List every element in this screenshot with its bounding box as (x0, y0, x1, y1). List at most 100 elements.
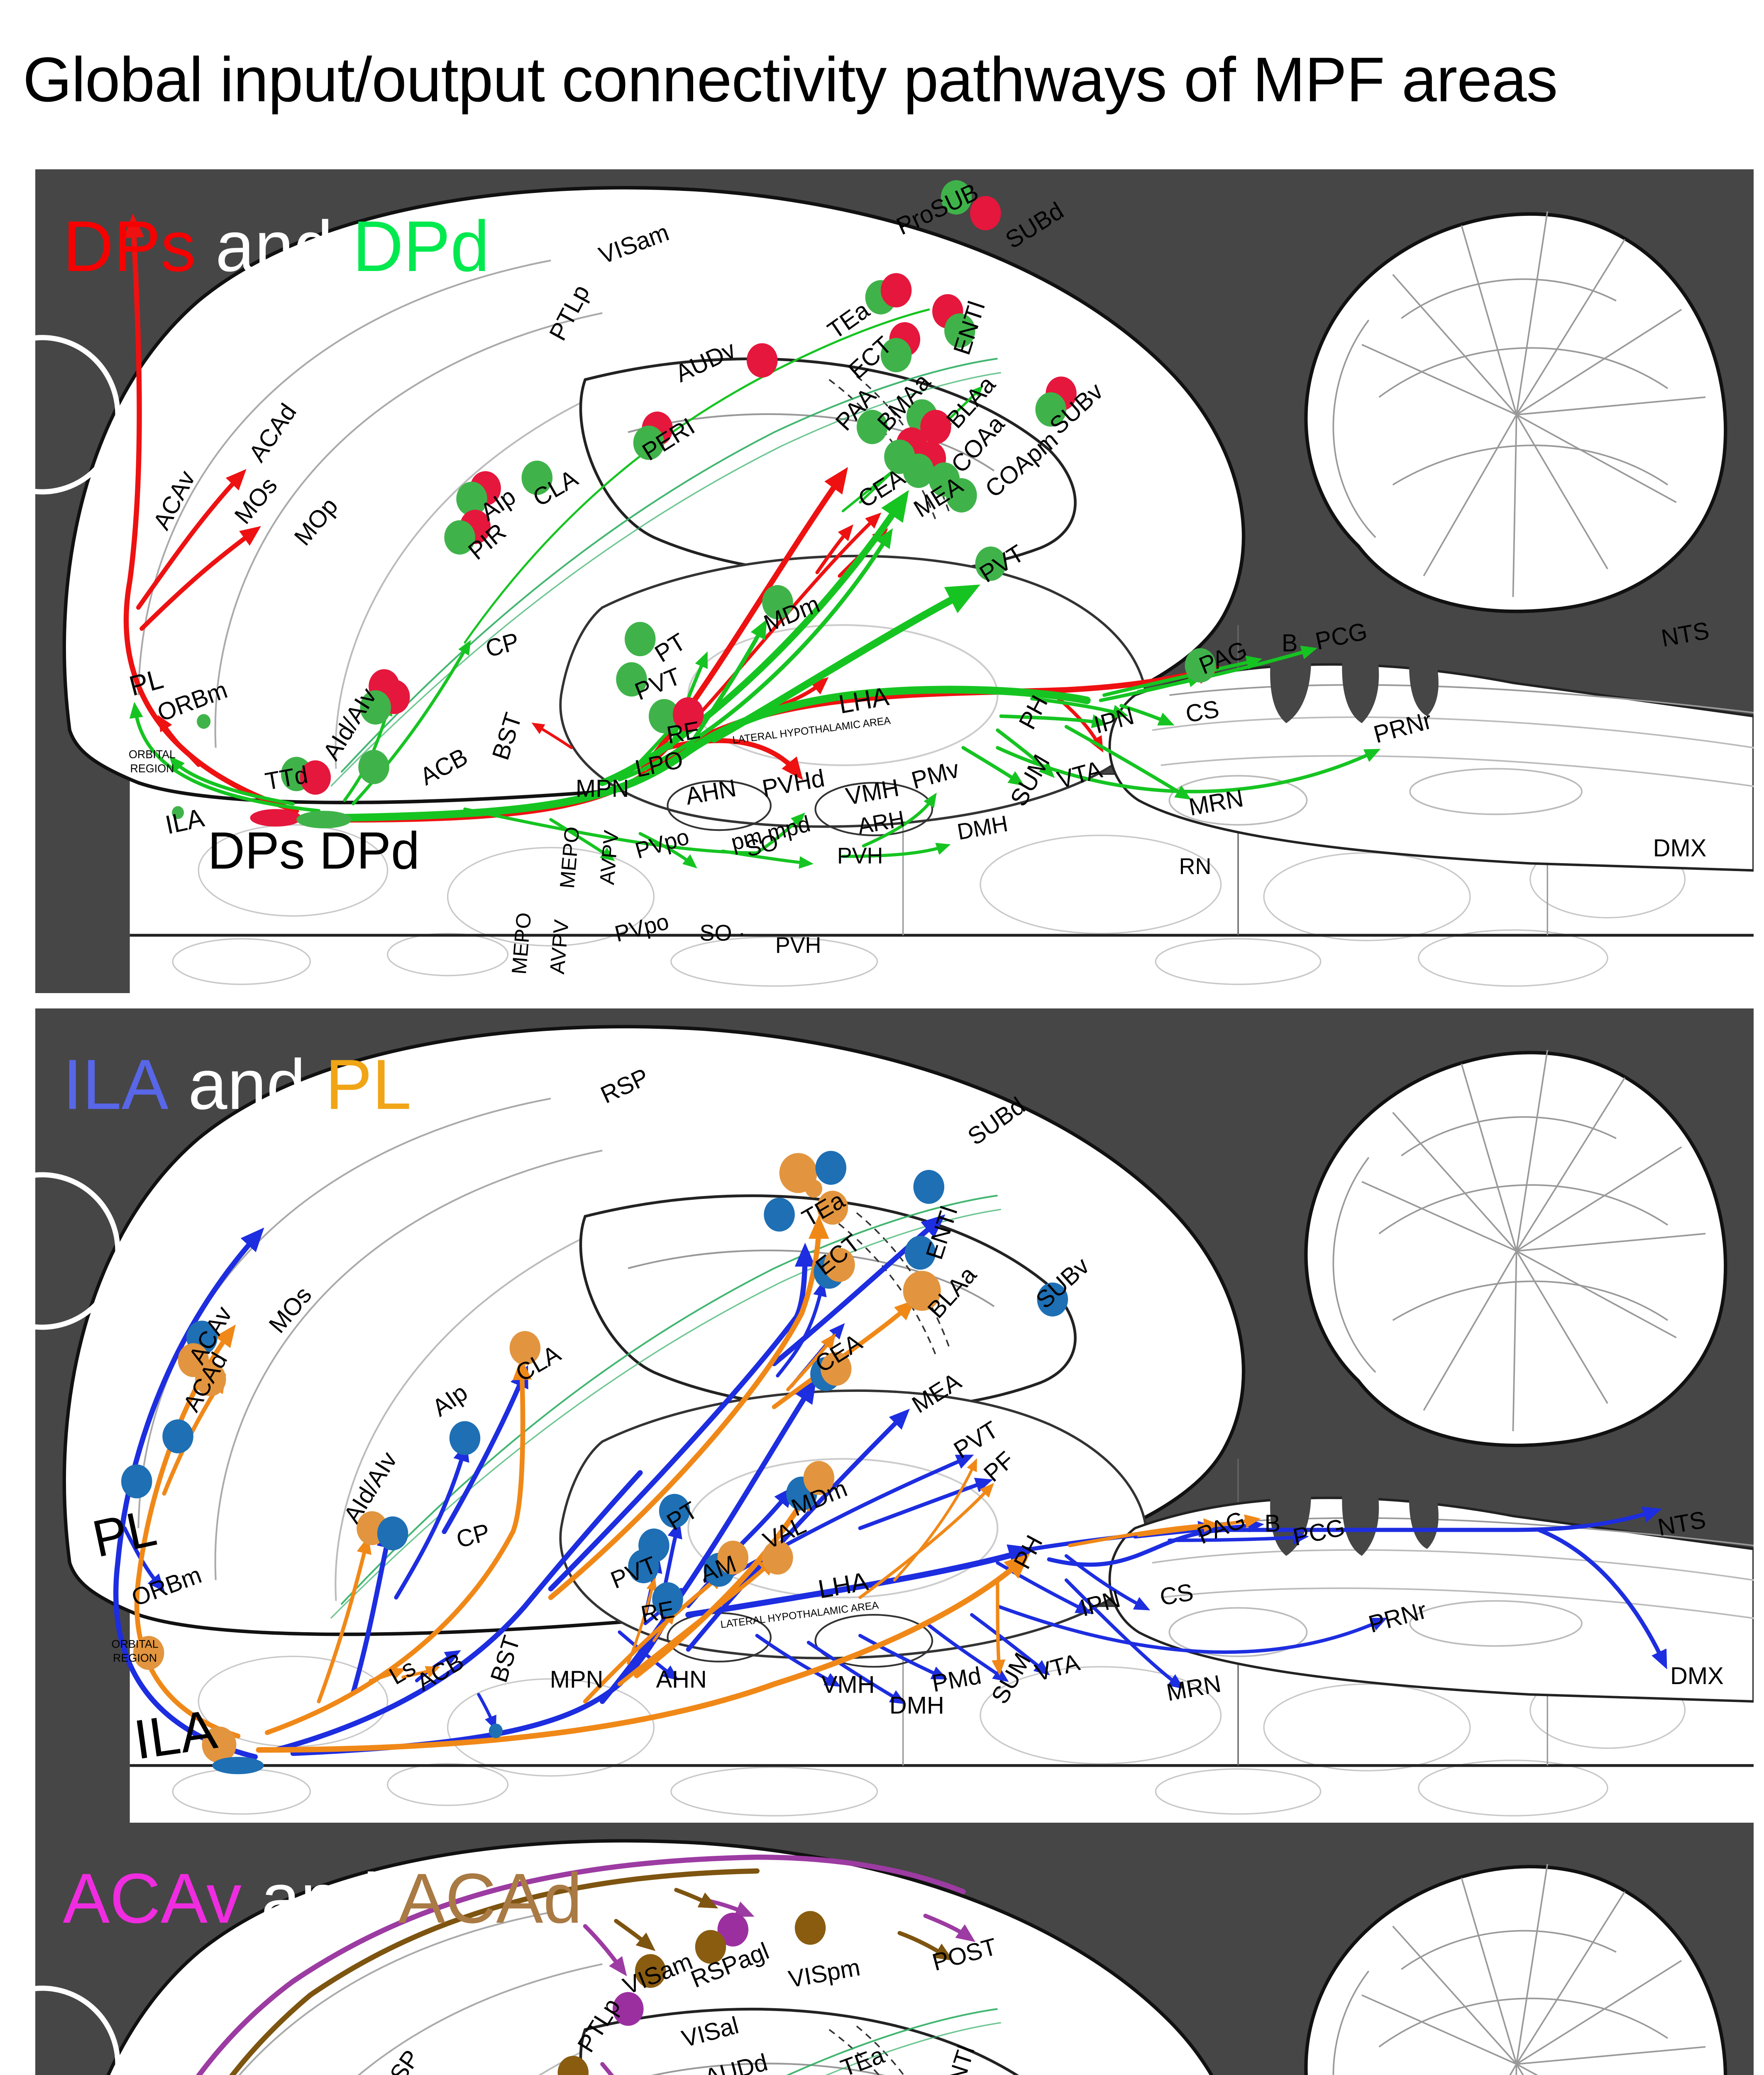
region-label-b: B (1264, 1510, 1280, 1537)
projection-dot (121, 1464, 152, 1499)
region-label-cs: CS (1158, 1578, 1195, 1611)
projection-dot (648, 699, 680, 734)
projection-dot (628, 1549, 659, 1584)
projection-dots (172, 180, 1216, 828)
pathway-arrow (229, 1868, 760, 2075)
region-label-orbital: ORBITAL (129, 748, 176, 761)
projection-dot (764, 1197, 795, 1232)
brain-figure-acav-acad: VISamRSPaglVISpmPOSTPTLpVISalAUDdTEaECTE… (35, 1823, 1754, 2075)
region-label-pl: PL (88, 1499, 161, 1568)
pathway-arrow (923, 1914, 976, 1942)
legend-b: ACAd (398, 1859, 582, 1938)
projection-dot (212, 1757, 264, 1775)
projection-dot (880, 273, 912, 308)
projection-dot (717, 1540, 749, 1575)
region-label-mepo: MEPO (555, 826, 584, 890)
region-label-orbital: ORBITAL (112, 1638, 159, 1650)
projection-dot (913, 1170, 945, 1204)
pathway-arrow (721, 850, 814, 869)
pathway-arrow (1136, 1514, 1261, 1537)
pathway-arrow (256, 1553, 1030, 1753)
pathway-arrow (755, 812, 805, 854)
pathway-arrow (806, 1640, 906, 1704)
projection-dot (162, 1419, 193, 1454)
projection-dot (456, 481, 487, 516)
cut-circle (35, 1172, 120, 1330)
projection-dot (489, 1723, 503, 1738)
projection-dot (975, 546, 1007, 581)
pathway-arrow (961, 746, 1025, 786)
brainstem-lines (1152, 684, 1754, 826)
pathway-arrow (1099, 674, 1204, 702)
projection-dot (652, 1582, 683, 1616)
projection-dot (296, 810, 352, 828)
region-label-cs: CS (1184, 695, 1221, 728)
pathway-arrow (158, 715, 200, 767)
pathway-arrow (1537, 1528, 1667, 1670)
pathways (123, 213, 1381, 869)
projection-dot (746, 343, 778, 378)
pathway-arrow (970, 1613, 1050, 1676)
pathway-arrow (351, 1526, 396, 1695)
legend-mid: and (169, 1045, 325, 1124)
projection-dot (521, 460, 553, 495)
pathway-arrow (196, 1854, 966, 2075)
pathway-arrow (139, 526, 261, 631)
legend-a: DPs (63, 206, 196, 286)
pathway-arrow (858, 1477, 993, 1530)
projection-dot (1185, 648, 1216, 683)
pathway-arrow (548, 1243, 816, 1592)
projection-dot (659, 1494, 690, 1528)
projection-dot (856, 410, 888, 444)
region-label-mepo: MEPO (507, 911, 535, 975)
pathway-arrow (996, 1604, 1388, 1654)
green-tract-lines (786, 2008, 1001, 2075)
projection-dot (197, 714, 211, 729)
region-label-dmx: DMX (1670, 1662, 1724, 1689)
pathway-arrow (599, 1379, 816, 1704)
projection-dot (613, 1992, 644, 2026)
panel-legend: ACAv and ACAd (63, 1859, 582, 1938)
pathway-arrow (169, 756, 295, 806)
pathway-arrow (772, 1300, 915, 1409)
callosum-line (628, 413, 995, 472)
panel-dps-dpd: VISam PTLp ProSUB SUBd TEa ECT ENTl AUDv PERI PAA… (35, 169, 1754, 993)
region-label-pvh: PVH (775, 932, 821, 958)
pathway-arrow (776, 1280, 827, 1378)
pathway-arrow (841, 843, 951, 858)
projection-dot (805, 1179, 823, 1198)
brainstem-lines (1152, 1517, 1754, 1658)
pathway-arrow (686, 619, 767, 750)
projection-dot (762, 585, 793, 620)
projection-dot (300, 760, 331, 795)
pathway-arrow (415, 1650, 461, 1682)
pathway-arrow (442, 1365, 528, 1534)
projection-dot (444, 520, 475, 555)
projection-dot (202, 1726, 237, 1763)
pathway-arrow (1047, 1506, 1662, 1567)
pathway-arrow (273, 1470, 643, 1753)
projection-dot (557, 2055, 589, 2075)
pathway-arrow (129, 702, 321, 813)
pathway-arrow (1119, 704, 1175, 726)
pathway-arrow (1168, 1531, 1309, 1545)
projection-dots (557, 1911, 826, 2075)
projection-dot (195, 1362, 226, 1396)
region-label-b: B (1282, 630, 1298, 657)
pathway-arrow (858, 1633, 948, 1680)
projection-dot (377, 1516, 408, 1550)
projection-dot (941, 180, 972, 215)
region-label-pvh: PVH (837, 843, 883, 869)
region-label-mpn: MPN (576, 775, 629, 802)
pathway-arrow (583, 1924, 627, 1977)
pathway-arrow (999, 714, 1108, 728)
pathway-arrow (401, 1666, 440, 1679)
pathway-arrow (893, 1458, 977, 1582)
region-label-region: REGION (113, 1652, 157, 1664)
projection-dot (820, 1352, 852, 1386)
pathway-arrow (464, 308, 930, 644)
projection-dot (449, 1421, 481, 1455)
projection-dot (920, 410, 951, 444)
legend-a: ACAv (63, 1859, 242, 1938)
